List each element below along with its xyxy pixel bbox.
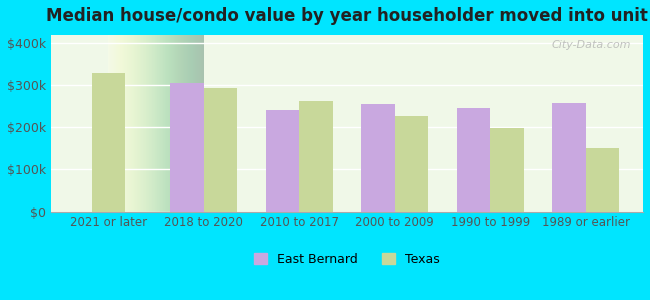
- Bar: [457, 109, 490, 212]
- Bar: [361, 104, 395, 212]
- Bar: [490, 128, 524, 212]
- Bar: [203, 88, 237, 212]
- Bar: [92, 73, 125, 211]
- Bar: [552, 103, 586, 212]
- Bar: [395, 116, 428, 212]
- Bar: [170, 83, 203, 212]
- Title: Median house/condo value by year householder moved into unit: Median house/condo value by year househo…: [46, 7, 648, 25]
- Legend: East Bernard, Texas: East Bernard, Texas: [248, 247, 446, 272]
- Bar: [299, 101, 333, 212]
- Bar: [266, 110, 299, 212]
- Bar: [586, 148, 619, 212]
- Text: City-Data.com: City-Data.com: [552, 40, 631, 50]
